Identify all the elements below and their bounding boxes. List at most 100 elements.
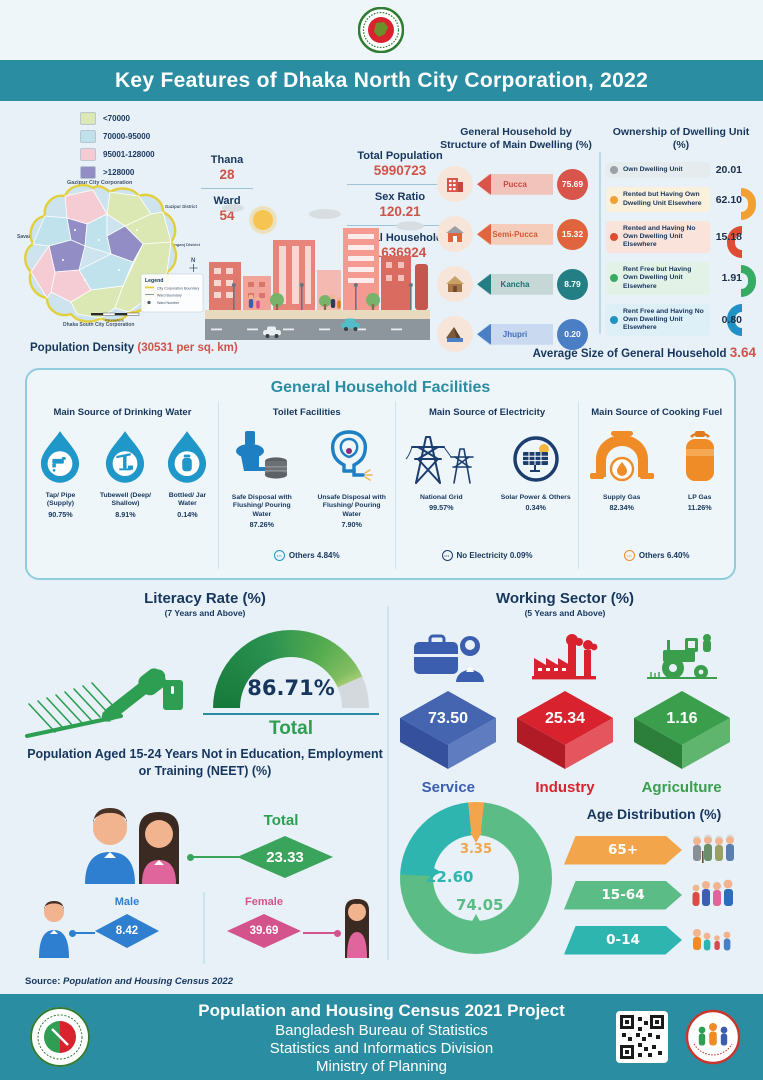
- neet-female-label: Female: [245, 896, 283, 908]
- service-value: 73.50: [428, 710, 468, 727]
- population-stats: Total Population 5990723 Sex Ratio 120.2…: [338, 150, 462, 260]
- bottled-water-drop-icon: [168, 431, 207, 483]
- total-population-value: 5990723: [373, 163, 427, 178]
- sex-ratio-label: Sex Ratio: [374, 191, 426, 203]
- semi-pucca-label: Semi-Pucca: [492, 229, 538, 239]
- map-label-right: Narayanganj District: [161, 242, 201, 247]
- map-label-right-top: Gazipur District: [165, 204, 198, 209]
- ownership-pill: Rented and Having No Own Dwelling Unit E…: [606, 220, 710, 254]
- map-label-bottom: Dhaka South City Corporation: [63, 322, 134, 328]
- water-item: Bottled/ Jar Water 0.14%: [162, 429, 212, 519]
- donut-pointer: [430, 866, 441, 878]
- map-legend-title: Legend: [145, 278, 163, 284]
- solar-panel-icon: [512, 436, 559, 482]
- cooking-label: Supply Gas: [603, 494, 641, 501]
- power-grid-towers-icon: [405, 436, 475, 484]
- service-column: 73.50 Service: [390, 626, 507, 796]
- divider: [347, 184, 453, 185]
- legend-swatch: [80, 130, 96, 143]
- dwelling-structure-chart: General Household by Structure of Main D…: [437, 126, 595, 353]
- toilet-item: Unsafe Disposal with Flushing/ Pouring W…: [313, 429, 391, 529]
- average-household-label: Average Size of General Household: [532, 348, 727, 360]
- electricity-value: 0.34%: [525, 503, 546, 513]
- tubewell-drop-icon: [106, 431, 145, 483]
- dwelling-row-pucca: Pucca 75.69: [437, 166, 595, 203]
- ownership-arc: [741, 265, 756, 298]
- legend-item: 95001-128000: [80, 148, 155, 161]
- legend-swatch: [80, 112, 96, 125]
- ownership-label: Rented and Having No Own Dwelling Unit E…: [623, 224, 696, 249]
- ownership-value: 0.80: [721, 313, 742, 326]
- age-banner-0-14: 0-14: [564, 925, 682, 955]
- ownership-pill: Rent Free but Having Own Dwelling Unit E…: [606, 262, 710, 295]
- ownership-value: 15.18: [715, 230, 742, 243]
- footer-project-line: Population and Housing Census 2021 Proje…: [198, 1001, 565, 1020]
- footer-text: Population and Housing Census 2021 Proje…: [120, 1001, 643, 1075]
- electricity-item: Solar Power & Others 0.34%: [497, 433, 575, 512]
- industry-cube: 25.34: [516, 691, 613, 769]
- male-female-divider: [203, 892, 205, 964]
- jhupri-label: Jhupri: [502, 329, 528, 339]
- legend-swatch: [80, 166, 96, 179]
- neet-total-diamond: 23.33: [237, 836, 333, 878]
- age-row: 15-64: [564, 878, 744, 912]
- cooking-others-text: Others 6.40%: [638, 551, 690, 560]
- writing-hand-icon: [25, 668, 183, 738]
- pucca-building-icon: [437, 166, 473, 203]
- neet-male-label: Male: [114, 896, 140, 908]
- divider: [200, 188, 254, 189]
- agriculture-cube: 1.16: [633, 691, 730, 769]
- drinking-water-icons: Tap/ Pipe (Supply) 90.75% Tubewell (Deep…: [31, 429, 214, 519]
- footer-sid-line: Statistics and Informatics Division: [269, 1040, 494, 1057]
- safe-toilet-icon: [235, 431, 287, 479]
- toilet-others: Others 4.84%: [219, 550, 395, 561]
- car-teal: [341, 318, 360, 331]
- ward-map: Gazipur City Corporation Savar Gazipur D…: [17, 180, 204, 328]
- donut-hole: [433, 835, 519, 921]
- bullet-dot-icon: [610, 232, 618, 241]
- legend-item: >128000: [80, 166, 155, 179]
- toilet-column: Toilet Facilities Safe: [217, 401, 395, 569]
- thana-value: 28: [219, 167, 235, 182]
- page-title-band: Key Features of Dhaka North City Corpora…: [0, 60, 763, 101]
- thana-stat: Thana 28 Ward 54: [196, 154, 258, 223]
- legend-label: >128000: [103, 168, 135, 177]
- electricity-others: No Electricity 0.09%: [396, 550, 579, 561]
- agriculture-tractor-icon: [623, 626, 740, 682]
- footer-band: Population and Housing Census 2021 Proje…: [0, 994, 763, 1080]
- industry-value: 25.34: [545, 710, 585, 727]
- neet-female-value: 39.69: [249, 925, 279, 937]
- literacy-total-label: Total: [269, 718, 313, 739]
- population-density-value: (30531 per sq. km): [137, 342, 238, 354]
- government-seal-logo: [358, 7, 404, 53]
- census-logo: [685, 1009, 741, 1065]
- legend-swatch: [80, 148, 96, 161]
- bullet-dot-icon: [610, 315, 618, 324]
- sex-ratio-value: 120.21: [379, 204, 421, 219]
- toilet-title: Toilet Facilities: [272, 407, 341, 418]
- ownership-row: Rented and Having No Own Dwelling Unit E…: [606, 220, 756, 254]
- industry-column: 25.34 Industry: [507, 626, 624, 796]
- literacy-title: Literacy Rate (%): [144, 590, 266, 607]
- electricity-column: Main Source of Electricity: [394, 401, 579, 569]
- bullet-dot-icon: [610, 195, 618, 204]
- electricity-item: National Grid 99.57%: [400, 429, 483, 512]
- working-sector-section: Working Sector (%) (5 Years and Above): [390, 590, 740, 796]
- age-legend: Age Distribution (%) 65+ 15-64: [564, 806, 744, 957]
- legend-label: <70000: [103, 114, 130, 123]
- toilet-icons: Safe Disposal with Flushing/ Pouring Wat…: [223, 429, 391, 529]
- kancha-value: 8.79: [557, 268, 588, 300]
- tap-water-drop-icon: [41, 431, 80, 483]
- electricity-label: National Grid: [419, 494, 463, 501]
- toilet-value: 7.90%: [341, 520, 362, 530]
- toilet-value: 87.26%: [249, 520, 274, 530]
- semi-pucca-ribbon: Semi-Pucca: [477, 223, 553, 245]
- bullet-dot-icon: [610, 274, 618, 283]
- page-title: Key Features of Dhaka North City Corpora…: [114, 68, 649, 92]
- dwelling-row-semi-pucca: Semi-Pucca 15.32: [437, 216, 595, 253]
- age-65plus-value: 3.35: [459, 842, 493, 857]
- age-distribution-section: 3.35 22.60 74.05 Age Distribution (%) 65…: [392, 786, 744, 968]
- ownership-arc: [727, 226, 742, 259]
- others-icon: [623, 550, 635, 561]
